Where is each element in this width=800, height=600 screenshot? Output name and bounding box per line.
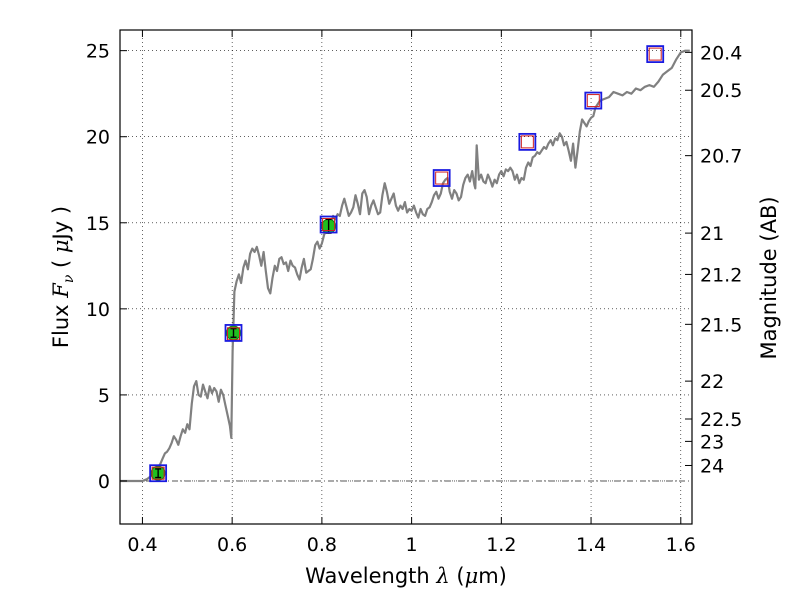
y-tick-label: 5 xyxy=(98,385,110,407)
predicted-square xyxy=(435,171,449,185)
filter-square xyxy=(319,215,338,234)
x-tick-label: 0.8 xyxy=(307,534,337,556)
ticks: 0.4 0.6 0.8 1 1.2 1.4 1.6 0 5 10 15 20 25 20.4 20.5 20.… xyxy=(86,30,742,556)
y2-tick-label: 21 xyxy=(700,223,724,245)
spectrum-line xyxy=(120,49,690,483)
predicted-square xyxy=(648,47,662,61)
filter-square xyxy=(224,324,243,342)
y2-tick-label: 22.5 xyxy=(700,409,742,431)
y2-tick-label: 22 xyxy=(700,371,724,393)
predicted-square xyxy=(151,466,165,480)
x-tick-label: 1.2 xyxy=(486,534,516,556)
predicted-square xyxy=(520,135,534,149)
x-tick-label: 1.4 xyxy=(576,534,606,556)
y-tick-label: 10 xyxy=(86,299,110,321)
x-tick-label: 1 xyxy=(406,534,418,556)
filter-square xyxy=(584,91,603,110)
y2-axis-label: Magnitude (AB) xyxy=(757,196,781,359)
y-tick-label: 20 xyxy=(86,127,110,149)
x-tick-label: 0.4 xyxy=(127,534,157,556)
y2-tick-label: 24 xyxy=(700,455,724,477)
filter-square xyxy=(432,169,451,187)
y2-tick-label: 21.5 xyxy=(700,314,742,336)
plot-frame xyxy=(119,29,693,525)
y-tick-label: 25 xyxy=(86,41,110,63)
grid xyxy=(120,30,692,524)
filter-square xyxy=(518,132,537,151)
y2-tick-label: 20.5 xyxy=(700,80,742,102)
series xyxy=(120,45,690,483)
x-tick-label: 0.6 xyxy=(217,534,247,556)
x-axis-label: Wavelength λ (μm) xyxy=(305,564,507,588)
y2-tick-label: 20.4 xyxy=(700,42,742,64)
y2-tick-label: 21.2 xyxy=(700,264,742,286)
predicted-square xyxy=(586,94,600,108)
filter-square xyxy=(646,45,665,63)
predicted-square xyxy=(227,327,241,341)
y-tick-label: 0 xyxy=(98,471,110,493)
filter-square xyxy=(149,464,168,483)
y2-tick-label: 23 xyxy=(700,431,724,453)
y2-tick-label: 20.7 xyxy=(700,146,742,168)
x-tick-label: 1.6 xyxy=(666,534,696,556)
y-axis-label: Flux Fν ( μJy ) xyxy=(49,206,77,348)
predicted-square xyxy=(322,218,336,232)
y-tick-label: 15 xyxy=(86,213,110,235)
